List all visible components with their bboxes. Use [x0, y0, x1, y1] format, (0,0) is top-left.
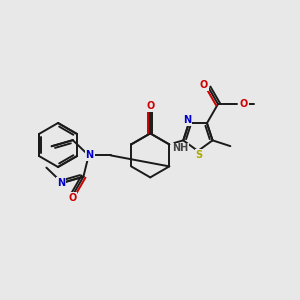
Text: O: O	[200, 80, 208, 90]
Text: N: N	[85, 150, 94, 161]
Text: O: O	[240, 99, 248, 109]
Text: NH: NH	[172, 143, 189, 153]
Text: O: O	[146, 101, 154, 111]
Text: O: O	[68, 193, 76, 203]
Text: N: N	[57, 178, 65, 188]
Text: N: N	[183, 115, 191, 125]
Text: S: S	[195, 150, 203, 160]
